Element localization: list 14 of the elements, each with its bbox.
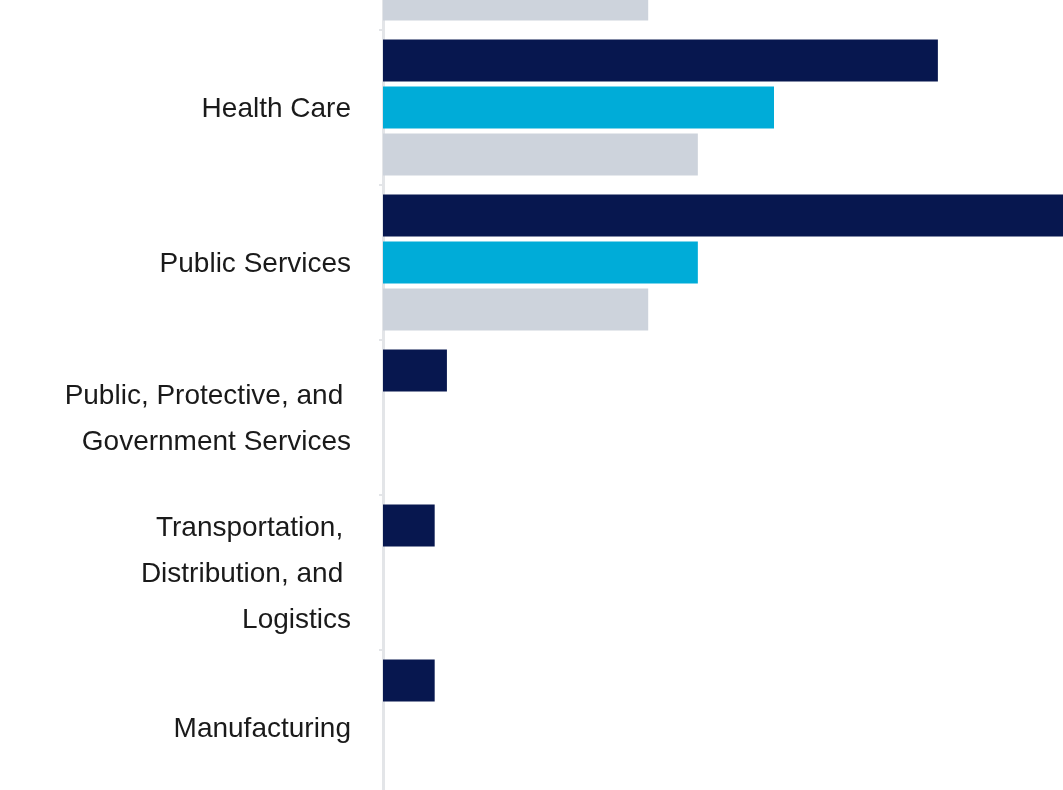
y-tick-label: Public, Protective, and Government Services — [64, 379, 351, 456]
bar — [383, 659, 435, 702]
bar — [383, 241, 698, 284]
bar — [383, 349, 447, 392]
bar — [383, 86, 774, 129]
bar — [383, 504, 435, 547]
bar — [383, 288, 649, 331]
bar — [383, 194, 1063, 237]
y-tick-label: Public Services — [159, 247, 351, 278]
y-tick-label: Manufacturing — [173, 712, 351, 743]
y-tick-label: Health Care — [201, 92, 351, 123]
bar — [383, 133, 698, 176]
bar — [383, 39, 938, 82]
y-tick-label: Transportation, Distribution, and Logistics — [140, 511, 351, 634]
